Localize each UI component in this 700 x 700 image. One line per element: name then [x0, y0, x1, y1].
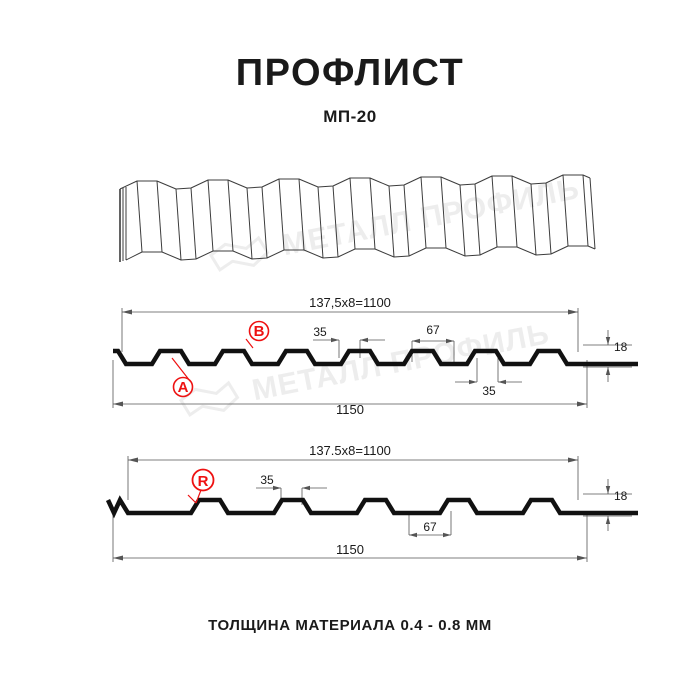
- dim-label-height-bottom: 18: [614, 489, 628, 503]
- dim-label-overall-width-top: 1150: [336, 402, 364, 417]
- dim-arrow-in-right: [302, 485, 310, 491]
- dim-label-rib-lower-width: 35: [482, 384, 496, 398]
- drawing-footer: ТОЛЩИНА МАТЕРИАЛА 0.4 - 0.8 ММ: [0, 617, 700, 634]
- callout-b: B: [245, 320, 270, 349]
- callout-r: R: [187, 468, 215, 504]
- callout-b-circle: [248, 320, 270, 342]
- dim-arrow-left: [113, 555, 123, 561]
- dim-arrow-in-left: [273, 485, 281, 491]
- dim-arrow-down: [605, 337, 611, 345]
- dim-label-overall-pitch-top: 137,5x8=1100: [309, 295, 391, 310]
- dim-label-overall-pitch-bottom: 137.5x8=1100: [309, 443, 391, 458]
- callout-a-circle: [172, 376, 194, 398]
- dim-label-valley-width-top: 67: [426, 323, 440, 337]
- callout-a: A: [171, 357, 194, 398]
- dim-arrow-left: [113, 401, 123, 407]
- dim-label-valley-width-bottom: 67: [423, 520, 437, 534]
- dim-arrow-in-right: [360, 337, 368, 343]
- dim-label-rib-top-width: 35: [313, 325, 327, 339]
- dim-arrow-up: [605, 367, 611, 375]
- dim-arrow-left: [409, 532, 417, 538]
- dim-arrow-right: [577, 401, 587, 407]
- dim-arrow-in-left: [469, 379, 477, 385]
- dim-label-overall-width-bottom: 1150: [336, 542, 364, 557]
- dim-overall-pitch-bottom: [127, 456, 579, 500]
- material-thickness-label: ТОЛЩИНА МАТЕРИАЛА 0.4 - 0.8 ММ: [208, 617, 492, 634]
- profile-polyline-bottom: [105, 495, 638, 519]
- dim-arrow-up: [605, 516, 611, 524]
- dim-label-rib-top-width-bottom: 35: [260, 473, 274, 487]
- callout-r-circle: [191, 468, 215, 492]
- callout-b-label: B: [254, 323, 265, 340]
- callout-r-label: R: [198, 473, 209, 490]
- dim-arrow-right: [443, 532, 451, 538]
- dim-label-height-top: 18: [614, 340, 628, 354]
- dim-arrow-down: [605, 486, 611, 494]
- dim-overall-width-top: [112, 360, 588, 408]
- page-subtitle: МП-20: [323, 107, 377, 126]
- dim-overall-pitch-top: [121, 308, 579, 352]
- isometric-geometry: [119, 174, 596, 262]
- drawing-header: ПРОФЛИСТ МП-20: [0, 52, 700, 127]
- dim-rib-top-width-bottom: [256, 487, 327, 505]
- page-title: ПРОФЛИСТ: [235, 52, 465, 94]
- dim-arrow-right: [568, 309, 578, 315]
- dim-arrow-right: [446, 338, 454, 344]
- dim-arrow-right: [568, 457, 578, 463]
- watermark-logo-icon: [179, 380, 240, 417]
- dim-arrow-left: [128, 457, 138, 463]
- dim-arrow-right: [577, 555, 587, 561]
- dim-overall-width-bottom: [112, 512, 588, 562]
- profile-polyline-top: [113, 348, 638, 367]
- dim-arrow-left: [412, 338, 420, 344]
- callout-a-label: A: [178, 379, 189, 396]
- dim-arrow-in-right: [498, 379, 506, 385]
- dim-arrow-left: [122, 309, 132, 315]
- dim-arrow-in-left: [331, 337, 339, 343]
